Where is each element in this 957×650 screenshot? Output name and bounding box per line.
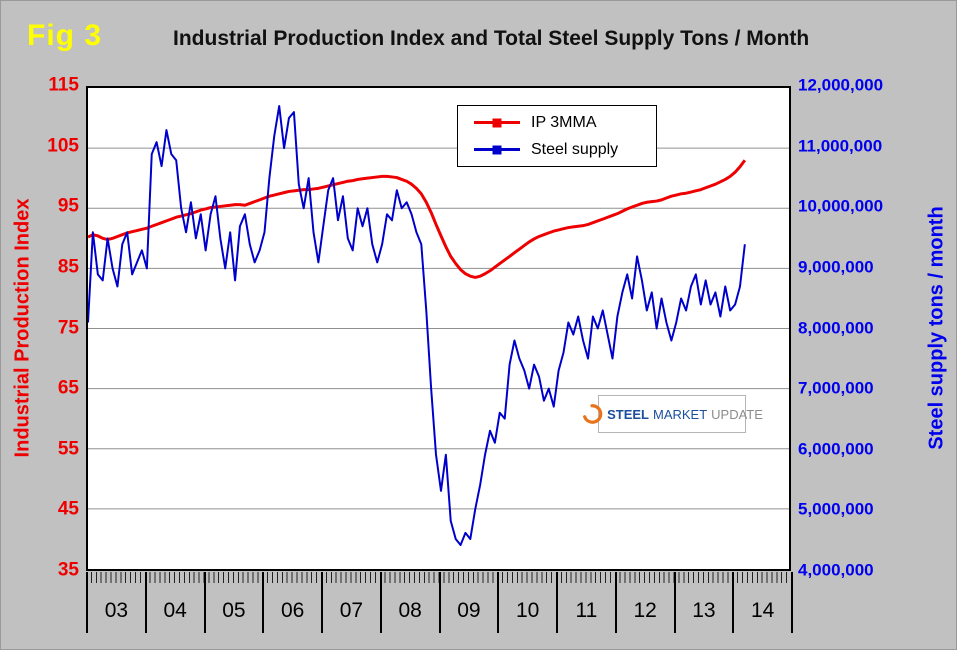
right-axis-tick-label: 11,000,000 [798,136,883,156]
x-axis-year-label: 04 [144,572,204,633]
chart-canvas [88,105,789,546]
left-axis-tick-label: 105 [47,135,79,157]
x-axis-year-label: 10 [497,572,556,633]
legend-item-ip: IP 3MMA [474,114,656,132]
logo-word-steel: STEEL [607,406,649,422]
right-axis-tick-labels: 12,000,000 11,000,000 10,000,000 9,000,000 8… [798,76,913,580]
right-axis-tick-label: 10,000,000 [798,196,884,216]
x-axis-year-label: 07 [321,572,380,633]
right-axis-tick-label: 8,000,000 [798,318,874,338]
legend: IP 3MMA Steel supply [457,105,657,167]
left-axis-tick-label: 45 [57,498,79,520]
right-axis-tick-label: 4,000,000 [798,560,874,580]
figure-number-label: Fig 3 [27,19,103,52]
x-axis-year-label: 14 [732,572,793,633]
legend-label-steel: Steel supply [531,140,619,158]
x-axis-year-label: 13 [673,572,733,633]
left-axis-tick-labels: 115 105 95 85 75 65 55 45 35 [27,75,79,581]
x-axis-year-label: 06 [262,572,321,633]
logo-word-update: UPDATE [711,406,763,422]
steel-line-swatch [474,145,520,154]
right-axis-tick-label: 6,000,000 [798,439,874,459]
ip-marker-icon [492,118,502,127]
plot-area [86,86,791,571]
left-axis-tick-label: 95 [57,195,79,217]
left-axis-tick-label: 65 [57,377,79,399]
ip-line-swatch [474,118,520,127]
chart-title: Industrial Production Index and Total St… [173,27,810,50]
x-axis-year-labels: 03 04 05 06 07 08 09 10 11 12 13 14 [86,572,793,633]
right-axis-tick-label: 7,000,000 [798,378,874,398]
steel-supply-line [88,105,746,546]
left-axis-tick-label: 115 [48,74,79,96]
logo-word-market: MARKET [652,406,708,422]
right-axis-tick-label: 12,000,000 [798,75,884,95]
steel-market-update-logo: STEEL MARKET UPDATE [583,395,763,433]
x-axis-year-label: 08 [379,572,439,633]
x-axis-year-label: 05 [203,572,263,633]
x-axis-year-label: 11 [556,572,615,633]
logo-swoosh-icon [583,404,603,424]
x-axis-year-label: 12 [614,572,674,633]
right-axis-tick-label: 9,000,000 [798,257,874,277]
legend-item-steel: Steel supply [474,141,656,159]
right-axis-title: Steel supply tons / month [925,206,948,450]
right-axis-tick-label: 5,000,000 [798,499,874,519]
left-axis-tick-label: 85 [57,256,79,278]
ip-3mma-line [88,159,747,279]
left-axis-tick-label: 75 [57,317,79,339]
legend-label-ip: IP 3MMA [531,113,597,131]
left-axis-tick-label: 35 [57,559,79,581]
x-axis-year-label: 09 [438,572,498,633]
x-axis-year-label: 03 [86,572,145,633]
steel-marker-icon [492,145,502,154]
left-axis-tick-label: 55 [57,438,79,460]
